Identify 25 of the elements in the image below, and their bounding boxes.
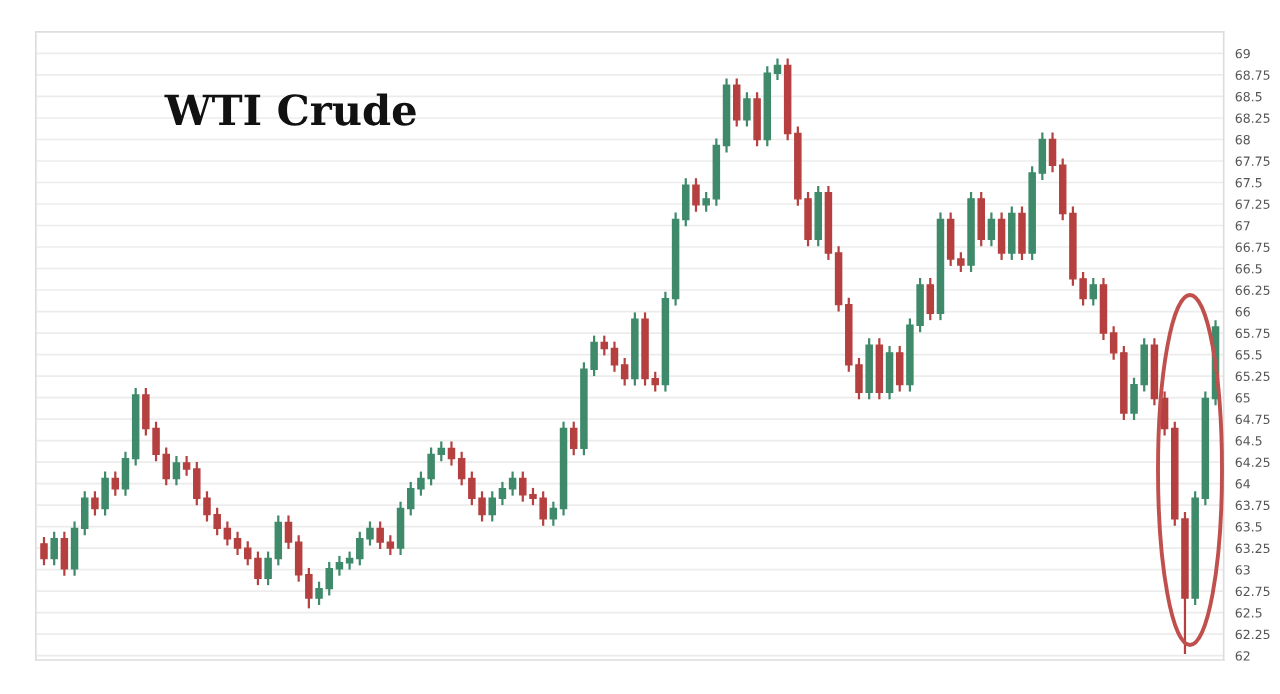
candlestick	[40, 535, 48, 567]
candlestick	[1008, 205, 1016, 262]
candlestick	[91, 490, 99, 517]
candlestick	[814, 184, 822, 248]
candlestick	[60, 530, 69, 577]
candlestick	[753, 91, 761, 148]
candlestick	[987, 211, 996, 248]
candlestick	[111, 470, 120, 497]
candlestick	[172, 454, 181, 487]
candlestick	[885, 344, 894, 401]
candlestick	[997, 211, 1006, 262]
candlestick	[977, 190, 985, 248]
candlestick	[926, 276, 935, 322]
candlestick	[875, 337, 884, 401]
candlestick	[692, 177, 700, 213]
candlestick	[865, 337, 873, 401]
candlestick	[895, 344, 904, 393]
candlestick	[569, 420, 578, 457]
candlestick	[743, 91, 751, 128]
candlestick	[1018, 205, 1026, 262]
candlestick	[1089, 276, 1098, 307]
candlestick	[50, 530, 58, 567]
candlestick	[101, 470, 109, 517]
candlestick	[732, 77, 741, 128]
text: WTI Crude	[164, 93, 416, 126]
